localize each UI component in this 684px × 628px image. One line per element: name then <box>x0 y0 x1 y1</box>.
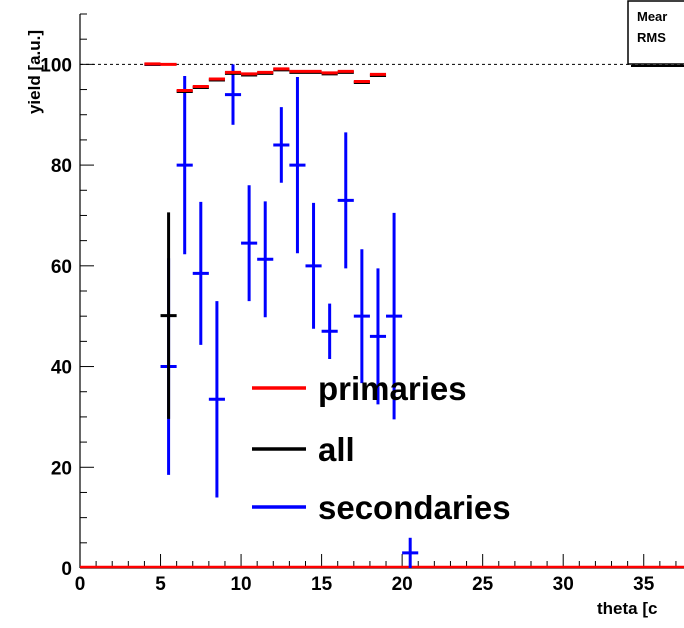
y-tick-label: 0 <box>61 559 72 580</box>
y-axis-title: yield [a.u.] <box>25 30 44 114</box>
x-tick-label: 0 <box>75 574 86 595</box>
y-tick-label: 100 <box>40 55 72 76</box>
x-tick-label: 10 <box>230 574 251 595</box>
stats-entry: RMS <box>637 30 666 45</box>
x-axis-title: theta [c <box>597 599 657 618</box>
x-tick-label: 20 <box>392 574 413 595</box>
x-tick-label: 30 <box>553 574 574 595</box>
legend-label-secondaries: secondaries <box>318 489 511 526</box>
x-tick-label: 5 <box>155 574 166 595</box>
stats-box <box>627 0 684 65</box>
y-tick-label: 60 <box>51 257 72 278</box>
stats-entry: Mear <box>637 9 667 24</box>
y-tick-label: 80 <box>51 156 72 177</box>
legend-label-all: all <box>318 431 355 468</box>
y-tick-label: 20 <box>51 458 72 479</box>
x-tick-label: 15 <box>311 574 333 595</box>
x-tick-label: 25 <box>472 574 494 595</box>
legend-label-primaries: primaries <box>318 370 467 407</box>
x-tick-label: 35 <box>633 574 655 595</box>
y-tick-label: 40 <box>51 358 72 379</box>
